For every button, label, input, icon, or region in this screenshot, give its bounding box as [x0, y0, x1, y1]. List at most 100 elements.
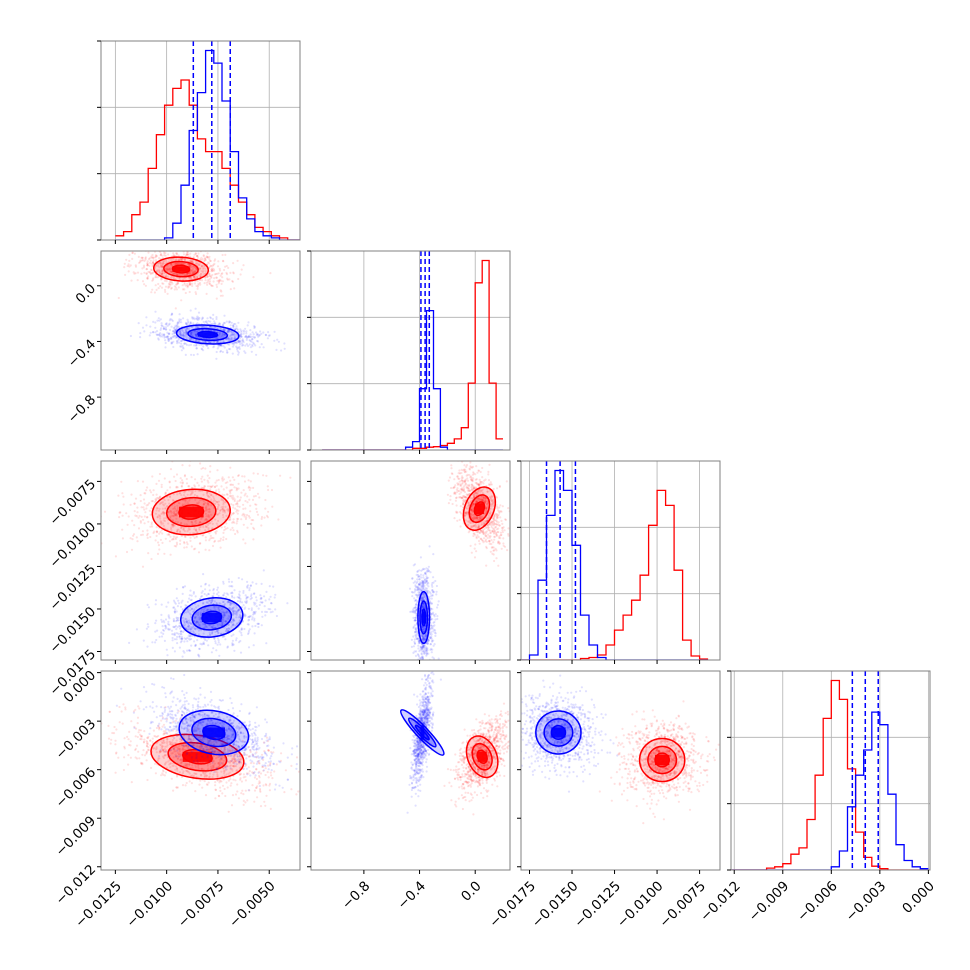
sample-point	[185, 322, 188, 325]
sample-point	[190, 607, 193, 610]
sample-point	[176, 536, 179, 539]
sample-point	[457, 489, 460, 492]
sample-point	[183, 281, 186, 285]
sample-point	[250, 518, 253, 522]
sample-point	[212, 280, 215, 283]
sample-point	[198, 623, 201, 627]
sample-point	[248, 485, 251, 488]
sample-point	[188, 625, 191, 628]
sample-point	[487, 533, 490, 536]
sample-point	[224, 253, 227, 256]
sample-point	[180, 321, 183, 324]
sample-point	[244, 335, 247, 338]
sample-point	[247, 607, 250, 610]
sample-point	[503, 545, 507, 548]
sample-point	[179, 340, 183, 343]
sample-point	[208, 624, 211, 627]
sample-point	[190, 333, 193, 336]
sample-point	[231, 324, 235, 327]
sample-point	[238, 590, 241, 593]
sample-point	[228, 320, 231, 323]
sample-point	[176, 325, 179, 328]
sample-point	[238, 596, 241, 599]
sample-point	[224, 265, 227, 268]
sample-point	[153, 291, 156, 294]
sample-point	[149, 268, 153, 271]
sample-point	[195, 335, 198, 338]
sample-point	[182, 347, 185, 350]
sample-point	[185, 254, 188, 257]
sample-point	[210, 493, 213, 497]
sample-point	[225, 610, 228, 613]
sample-point	[188, 290, 191, 294]
sample-point	[239, 334, 242, 338]
sample-point	[232, 512, 235, 515]
sample-point	[145, 272, 148, 275]
sample-point	[181, 655, 184, 658]
sample-point	[233, 478, 236, 481]
sample-point	[495, 533, 498, 537]
sample-point	[162, 522, 165, 525]
sample-point	[131, 519, 134, 522]
sample-point	[205, 320, 208, 323]
sample-point	[473, 547, 476, 550]
sample-point	[160, 631, 163, 634]
sample-point	[150, 255, 153, 258]
sample-point	[146, 486, 149, 489]
sample-point	[171, 646, 174, 650]
sample-point	[481, 476, 484, 479]
sample-point	[492, 549, 495, 552]
sample-point	[176, 493, 179, 496]
sample-point	[137, 248, 139, 250]
sample-point	[200, 595, 203, 598]
sample-point	[195, 317, 198, 320]
sample-point	[219, 332, 222, 336]
sample-point	[236, 505, 239, 508]
sample-point	[186, 619, 189, 622]
sample-point	[177, 528, 180, 531]
sample-point	[217, 606, 220, 609]
sample-point	[232, 633, 235, 636]
sample-point	[162, 513, 165, 516]
sample-point	[168, 270, 171, 273]
sample-point	[169, 468, 173, 471]
sample-point	[237, 321, 240, 324]
sample-point	[147, 606, 150, 609]
sample-point	[169, 516, 172, 520]
sample-point	[186, 600, 189, 604]
sample-point	[171, 272, 174, 275]
sample-point	[247, 623, 250, 626]
sample-point	[174, 286, 177, 289]
sample-point	[145, 248, 147, 250]
sample-point	[167, 335, 170, 338]
sample-point	[167, 332, 170, 335]
sample-point	[136, 271, 140, 274]
sample-point	[167, 498, 170, 502]
sample-point	[214, 642, 217, 645]
sample-point	[253, 592, 256, 595]
sample-point	[217, 641, 220, 644]
sample-point	[224, 481, 227, 485]
sample-point	[190, 545, 193, 548]
sample-point	[188, 283, 191, 286]
sample-point	[178, 276, 181, 279]
sample-point	[215, 285, 219, 289]
sample-point	[246, 495, 249, 498]
sample-point	[171, 332, 174, 336]
sample-point	[161, 507, 164, 510]
sample-point	[227, 321, 231, 324]
sample-point	[153, 501, 156, 504]
sample-point	[172, 523, 175, 527]
sample-point	[201, 267, 205, 270]
sample-point	[239, 498, 242, 501]
sample-point	[242, 589, 245, 593]
sample-point	[176, 528, 179, 531]
sample-point	[147, 275, 150, 278]
sample-point	[156, 530, 159, 533]
sample-point	[199, 521, 202, 524]
sample-point	[194, 529, 197, 532]
sample-point	[231, 607, 234, 610]
sample-point	[132, 534, 135, 537]
sample-point	[456, 475, 459, 478]
sample-point	[221, 280, 224, 283]
